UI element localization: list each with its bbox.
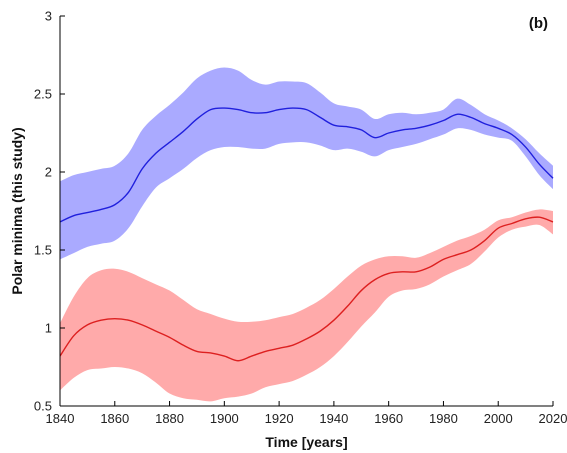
x-tick-label: 1900 (210, 411, 239, 426)
y-tick-label: 1 (45, 321, 52, 336)
x-axis-title: Time [years] (265, 434, 347, 450)
y-axis-title: Polar minima (this study) (9, 127, 25, 294)
x-tick-label: 2020 (539, 411, 567, 426)
y-tick-label: 2 (45, 165, 52, 180)
x-tick-label: 1860 (100, 411, 129, 426)
series-lines (59, 107, 554, 362)
y-tick-label: 3 (45, 9, 52, 24)
series-1-line (59, 107, 554, 223)
series-2-uncertainty-band (60, 209, 553, 402)
y-tick-label: 1.5 (34, 243, 52, 258)
x-ticks: 1840 1860 1880 1900 1920 1940 1960 1980 2000 2020 (46, 401, 567, 426)
x-tick-label: 2000 (484, 411, 513, 426)
x-tick-label: 1960 (374, 411, 403, 426)
uncertainty-bands (60, 67, 553, 402)
y-tick-label: 0.5 (34, 399, 52, 414)
panel-label: (b) (529, 15, 548, 32)
x-tick-label: 1840 (46, 411, 75, 426)
series-1-uncertainty-band (60, 67, 553, 260)
series-2-line (59, 216, 554, 362)
x-tick-label: 1940 (319, 411, 348, 426)
axes (59, 16, 553, 407)
x-tick-label: 1880 (155, 411, 184, 426)
y-ticks: 0.5 1 1.5 2 2.5 3 (34, 9, 65, 414)
x-tick-label: 1920 (265, 411, 294, 426)
y-tick-label: 2.5 (34, 87, 52, 102)
x-tick-label: 1980 (429, 411, 458, 426)
